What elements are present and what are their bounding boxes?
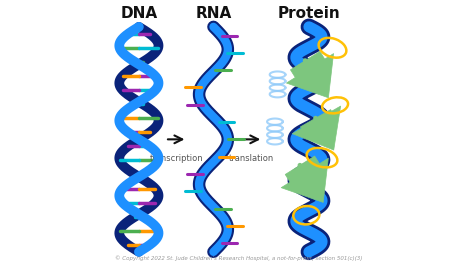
Text: DNA: DNA	[120, 6, 157, 21]
Text: translation: translation	[229, 154, 274, 163]
Text: RNA: RNA	[195, 6, 232, 21]
Text: transcription: transcription	[149, 154, 203, 163]
Text: Protein: Protein	[278, 6, 340, 21]
Text: © Copyright 2022 St. Jude Children's Research Hospital, a not-for-profit, sectio: © Copyright 2022 St. Jude Children's Res…	[115, 255, 363, 261]
